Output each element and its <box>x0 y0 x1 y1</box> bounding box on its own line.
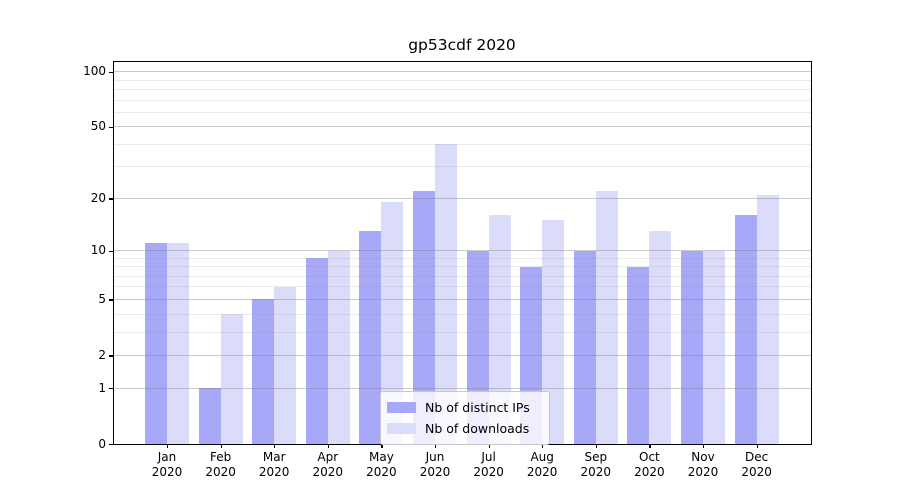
major-gridline <box>114 354 811 356</box>
bar-distinct-ips <box>413 190 435 444</box>
minor-gridline <box>114 331 811 333</box>
legend: Nb of distinct IPs Nb of downloads <box>380 391 550 445</box>
y-tick-mark <box>109 71 113 73</box>
bar-downloads <box>756 194 779 444</box>
x-tick-mark <box>327 444 329 448</box>
grid-layer <box>114 62 811 444</box>
major-gridline <box>114 197 811 199</box>
bar-downloads <box>327 250 350 444</box>
y-tick-mark <box>109 355 113 357</box>
x-tick-label: Nov 2020 <box>687 450 719 479</box>
bar-downloads <box>488 215 511 444</box>
minor-gridline <box>114 166 811 168</box>
major-gridline <box>114 71 811 73</box>
x-tick-label: Jun 2020 <box>419 450 451 479</box>
x-tick-label: Feb 2020 <box>205 450 236 479</box>
minor-gridline <box>114 266 811 268</box>
x-tick-mark <box>274 444 276 448</box>
minor-gridline <box>114 313 811 315</box>
y-tick-label: 1 <box>98 380 106 395</box>
x-tick-mark <box>542 444 544 448</box>
legend-label-downloads: Nb of downloads <box>425 421 530 436</box>
bar-downloads <box>435 144 457 444</box>
y-tick-mark <box>109 388 113 390</box>
legend-row: Nb of distinct IPs <box>387 397 543 418</box>
x-tick-mark <box>488 444 490 448</box>
major-gridline <box>114 250 811 251</box>
y-tick-mark <box>109 198 113 200</box>
major-gridline <box>114 298 811 300</box>
x-tick-label: Aug 2020 <box>526 450 558 479</box>
legend-swatch-distinct-ips <box>387 402 416 413</box>
minor-gridline <box>114 257 811 259</box>
x-tick-mark <box>435 444 437 448</box>
plot-area: 0 1 2 5 10 20 50 100 Jan 2020 Feb 2020 Mar 2020 Apr… <box>83 61 812 479</box>
bar-downloads <box>649 231 672 444</box>
minor-gridline <box>114 111 811 113</box>
x-tick-mark <box>703 444 705 448</box>
bar-distinct-ips <box>198 388 221 444</box>
minor-gridline <box>114 79 811 81</box>
x-tick-label: Apr 2020 <box>312 450 344 479</box>
major-gridline <box>114 126 811 128</box>
y-tick-label: 10 <box>90 243 106 257</box>
x-tick-mark <box>649 444 651 448</box>
axis-layer: 0 1 2 5 10 20 50 100 Jan 2020 Feb 2020 Mar 2020 Apr… <box>83 62 811 479</box>
x-tick-mark <box>595 444 597 448</box>
bar-distinct-ips <box>252 299 275 444</box>
bar-distinct-ips <box>359 231 382 444</box>
bar-distinct-ips <box>734 215 757 444</box>
major-gridline <box>114 387 811 389</box>
bar-downloads <box>167 243 189 444</box>
y-tick-label: 2 <box>98 347 106 362</box>
minor-gridline <box>114 286 811 288</box>
y-tick-mark <box>109 126 113 128</box>
bar-downloads <box>274 286 297 444</box>
minor-gridline <box>114 88 811 90</box>
chart-title: gp53cdf 2020 <box>408 36 516 54</box>
x-tick-mark <box>756 444 758 448</box>
y-tick-mark <box>109 250 113 252</box>
bar-downloads <box>703 250 725 444</box>
x-tick-label: Sep 2020 <box>580 450 612 479</box>
bar-distinct-ips <box>305 258 328 444</box>
bar-downloads <box>595 190 618 444</box>
minor-gridline <box>114 275 811 277</box>
bar-downloads <box>220 314 243 444</box>
minor-gridline <box>114 99 811 101</box>
legend-row: Nb of downloads <box>387 418 543 439</box>
bar-distinct-ips <box>681 250 703 444</box>
minor-gridline <box>114 143 811 145</box>
legend-swatch-downloads <box>387 423 416 434</box>
x-tick-label: May 2020 <box>366 450 397 479</box>
y-tick-label: 20 <box>90 190 106 205</box>
y-tick-label: 100 <box>83 64 106 79</box>
bar-downloads <box>381 202 404 444</box>
bar-downloads <box>542 220 565 444</box>
y-tick-label: 50 <box>90 119 106 134</box>
x-tick-label: Mar 2020 <box>258 450 290 479</box>
y-tick-label: 0 <box>98 436 106 451</box>
x-tick-label: Oct 2020 <box>634 450 665 479</box>
x-tick-mark <box>381 444 383 448</box>
legend-label-distinct-ips: Nb of distinct IPs <box>425 400 530 415</box>
y-tick-mark <box>109 299 113 301</box>
bar-distinct-ips <box>145 243 167 444</box>
bar-distinct-ips <box>573 250 596 444</box>
bar-distinct-ips <box>627 266 650 444</box>
x-tick-mark <box>220 444 222 448</box>
x-tick-label: Jul 2020 <box>473 450 504 479</box>
y-tick-mark <box>109 444 113 446</box>
x-tick-mark <box>167 444 169 448</box>
x-tick-label: Dec 2020 <box>741 450 772 479</box>
y-tick-label: 5 <box>98 291 106 306</box>
x-tick-label: Jan 2020 <box>151 450 183 479</box>
